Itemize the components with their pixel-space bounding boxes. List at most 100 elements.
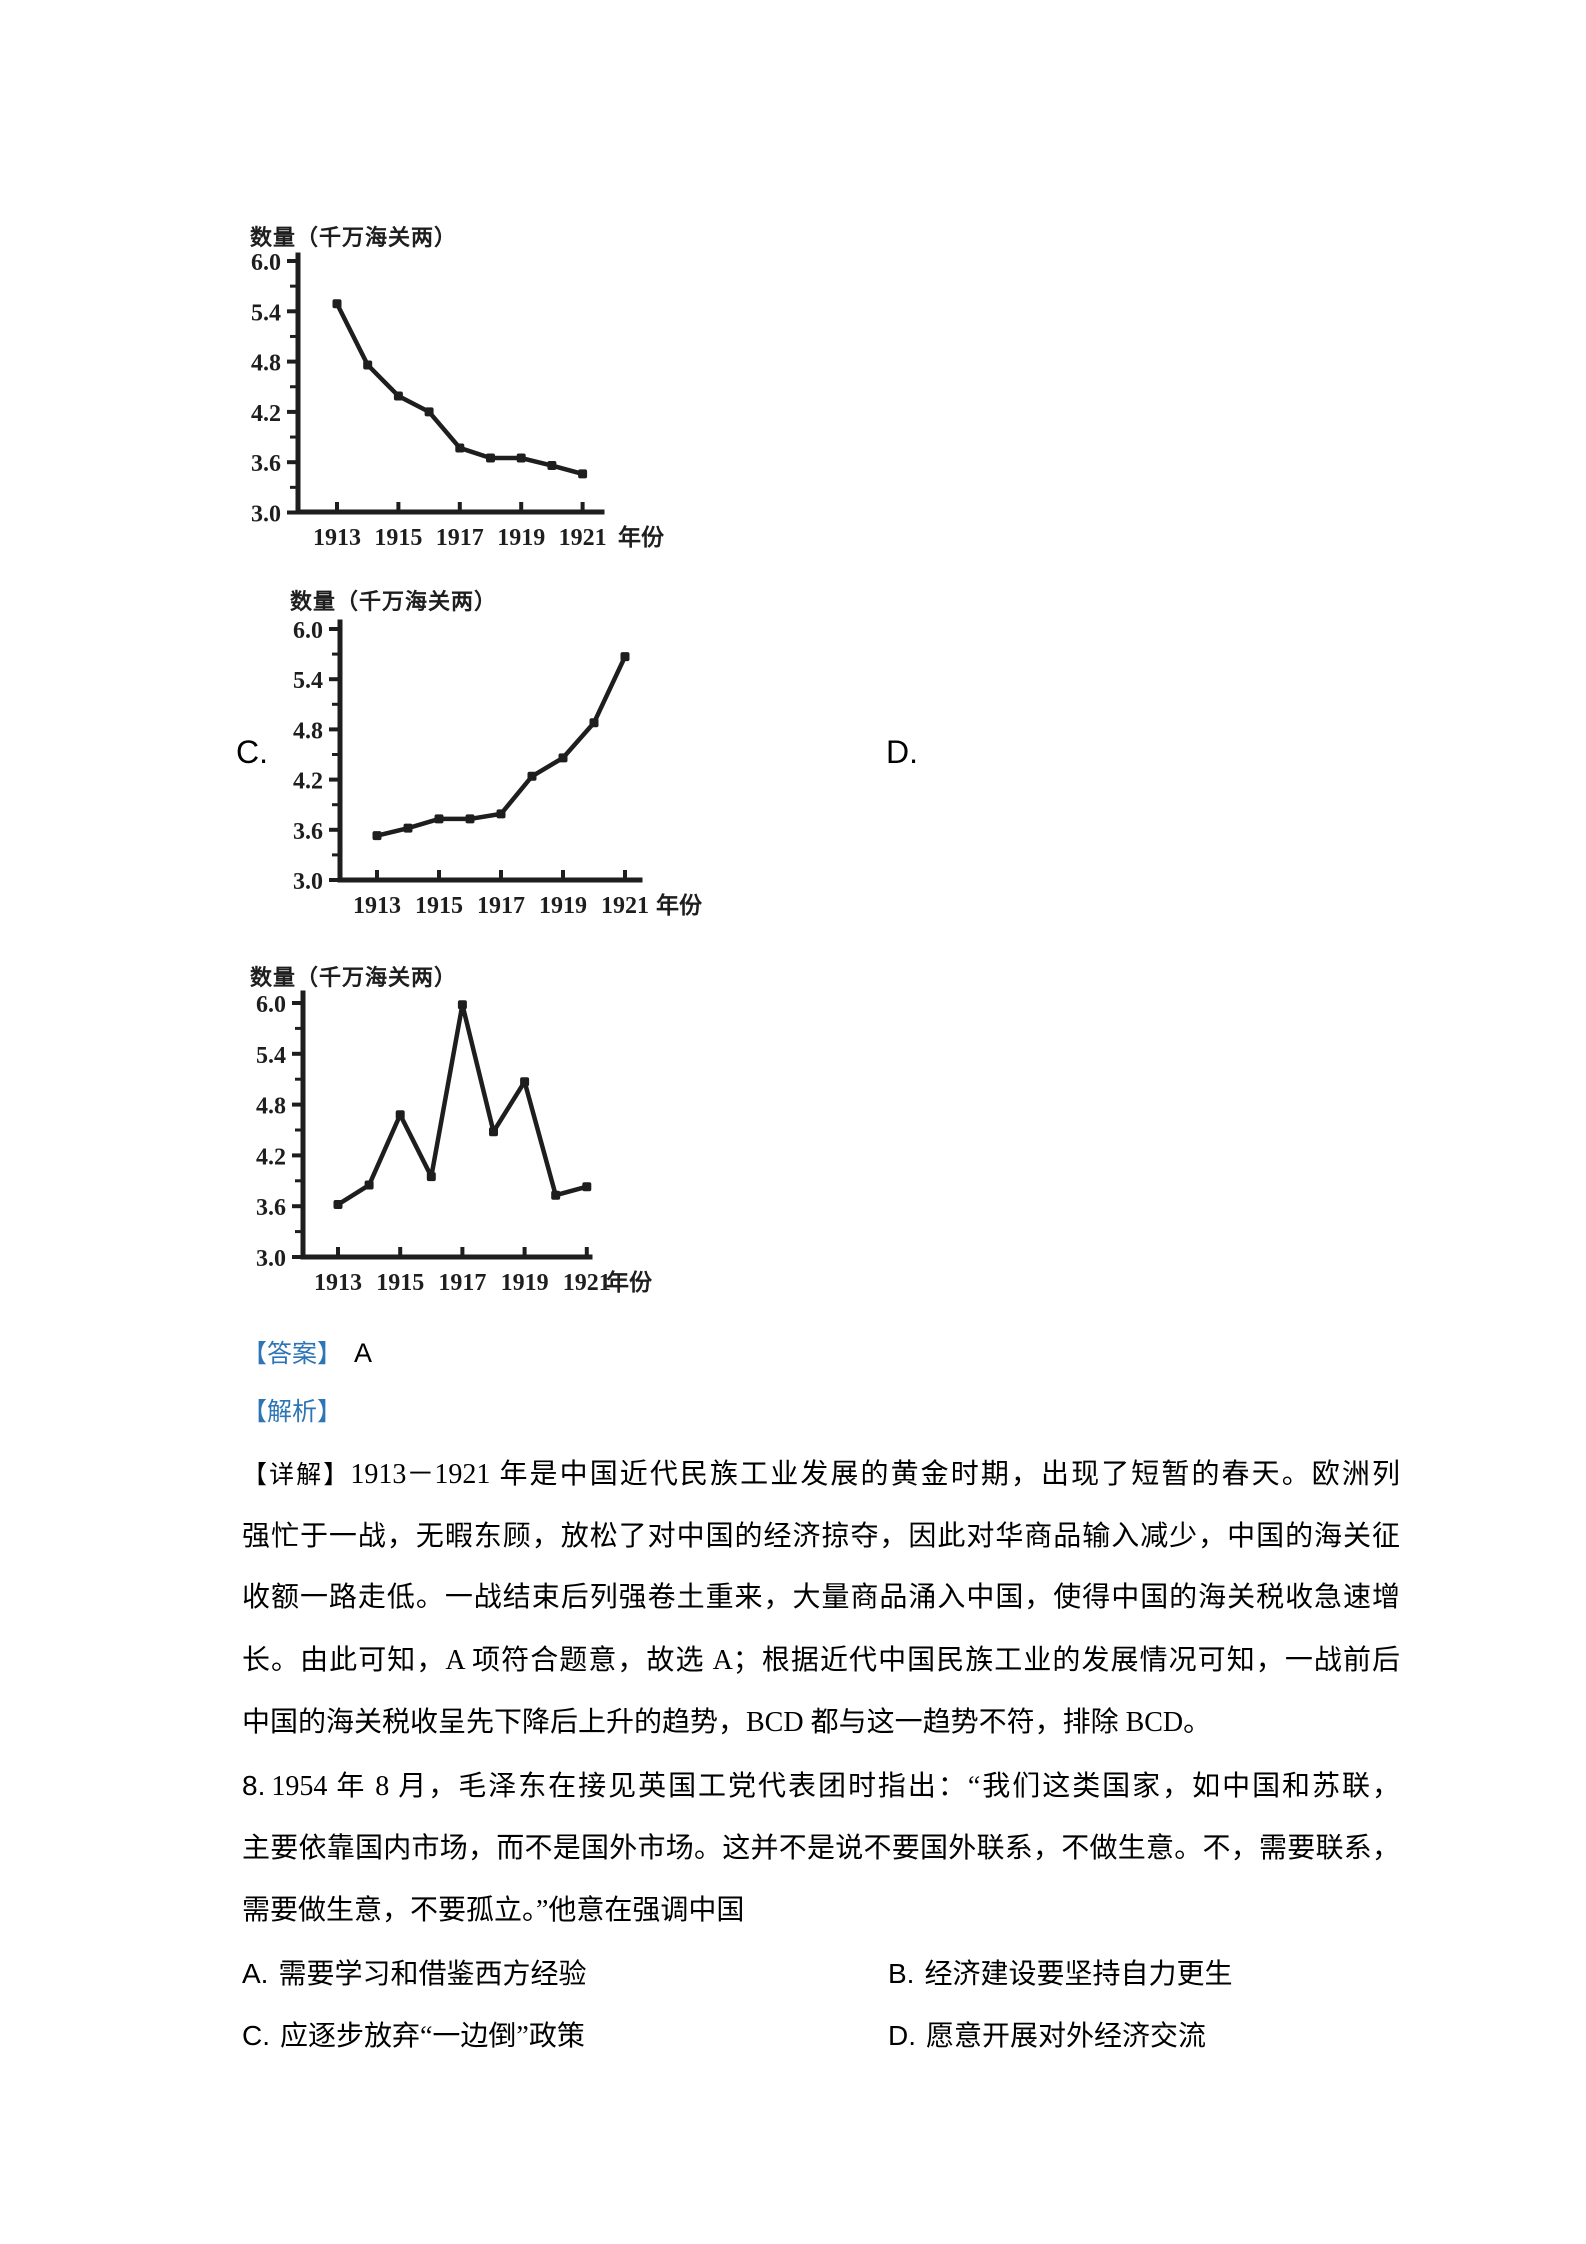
data-point [520, 1077, 530, 1087]
data-point [516, 453, 526, 463]
x-tick-label: 1915 [374, 525, 422, 551]
y-tick-label: 4.8 [251, 351, 281, 377]
data-line [374, 654, 628, 838]
question-8-line-1: 8. 1954 年 8 月，毛泽东在接见英国工党代表团时指出：“我们这类国家，如中… [242, 1768, 1400, 1804]
y-tick-label: 4.8 [293, 718, 323, 744]
x-tick-label: 1915 [376, 1270, 424, 1296]
data-point [363, 360, 373, 370]
y-tick-label: 3.0 [251, 502, 281, 528]
chart-y-axis-title: 数量（千万海关两） [250, 965, 458, 990]
x-tick-label: 1919 [497, 525, 545, 551]
line-chart-bottom-fluctuating: 数量（千万海关两） 6.0 5.4 4.8 4.2 3.6 3.0 1913 1915 1917… [200, 955, 680, 1315]
line-chart-option-c-rising: 数量（千万海关两） 6.0 5.4 4.8 4.2 3.6 3.0 1913 1915 1917… [240, 580, 720, 940]
data-point [465, 814, 475, 824]
option-d: D. 愿意开展对外经济交流 [888, 2019, 1206, 2054]
option-letter-c: C. [236, 734, 268, 770]
data-point [558, 753, 568, 763]
detail-text: 1913－1921 年是中国近代民族工业发展的黄金时期，出现了短暂的春天。欧洲列 [350, 1459, 1400, 1490]
x-tick-label: 1915 [415, 893, 463, 919]
question-8-line-2: 主要依靠国内市场，而不是国外市场。这并不是说不要国外联系，不做生意。不，需要联系… [242, 1833, 1400, 1864]
analysis-label: 【解析】 [242, 1399, 343, 1426]
chart-y-axis-title: 数量（千万海关两） [290, 589, 498, 614]
data-point [527, 771, 537, 781]
data-point [434, 814, 444, 824]
data-point [489, 1127, 498, 1137]
data-point [426, 1172, 436, 1182]
x-tick-label: 1921 [563, 1270, 611, 1296]
option-d-text: 愿意开展对外经济交流 [926, 2021, 1207, 2052]
y-tick-label: 3.0 [293, 869, 323, 895]
y-tick-label: 6.0 [251, 250, 281, 276]
detail-label: 【详解】 [242, 1462, 351, 1489]
data-point [424, 407, 434, 417]
y-tick-label: 6.0 [256, 992, 286, 1018]
answer-label: 【答案】 [242, 1341, 343, 1368]
data-point [455, 443, 465, 453]
x-tick-label: 1917 [436, 525, 484, 551]
data-point [582, 1182, 592, 1192]
data-point [496, 809, 506, 819]
y-tick-label: 3.6 [256, 1195, 286, 1221]
analysis-line: 【解析】 [242, 1394, 1400, 1429]
y-tick-label: 3.0 [256, 1246, 286, 1272]
x-tick-label: 1917 [438, 1270, 486, 1296]
x-tick-label: 1919 [539, 893, 587, 919]
detail-line-5: 中国的海关税收呈先下降后上升的趋势，BCD 都与这一趋势不符，排除 BCD。 [242, 1707, 1212, 1738]
axes [300, 990, 593, 1260]
chart-y-axis-title: 数量（千万海关两） [250, 225, 458, 250]
option-a-letter: A. [242, 1958, 269, 1989]
y-tick-label: 5.4 [293, 668, 323, 694]
x-tick-label: 1913 [314, 1270, 362, 1296]
y-tick-label: 4.2 [251, 401, 281, 427]
question-8-line-3: 需要做生意，不要孤立。”他意在强调中国 [242, 1895, 745, 1926]
data-line [335, 1002, 590, 1207]
option-b-text: 经济建设要坚持自力更生 [924, 1959, 1233, 1990]
data-point [395, 1110, 405, 1120]
option-b: B. 经济建设要坚持自力更生 [888, 1957, 1232, 1992]
option-letter-d: D. [886, 734, 918, 770]
data-point [333, 1200, 343, 1210]
answer-value: A [354, 1338, 373, 1368]
x-axis-unit-label: 年份 [606, 1269, 653, 1295]
data-point [393, 391, 403, 401]
y-tick-label: 3.6 [293, 819, 323, 845]
option-c-letter: C. [242, 2020, 270, 2051]
x-tick-label: 1913 [353, 893, 401, 919]
data-point [547, 461, 557, 471]
y-tick-label: 5.4 [256, 1043, 286, 1069]
detail-line-4: 长。由此可知，A 项符合题意，故选 A；根据近代中国民族工业的发展情况可知，一战… [242, 1645, 1400, 1676]
axes [295, 252, 605, 515]
data-point [457, 1000, 467, 1010]
detail-line-3: 收额一路走低。一战结束后列强卷土重来，大量商品涌入中国，使得中国的海关税收急速增 [242, 1582, 1400, 1613]
x-tick-label: 1921 [559, 525, 607, 551]
x-tick-label: 1921 [601, 893, 649, 919]
data-point [620, 652, 630, 662]
x-axis-unit-label: 年份 [656, 892, 703, 918]
option-d-letter: D. [888, 2020, 916, 2051]
data-point [578, 469, 588, 479]
option-b-letter: B. [888, 1958, 915, 1989]
x-tick-label: 1913 [313, 525, 361, 551]
chart-canvas: 6.0 5.4 4.8 4.2 3.6 3.0 1913 1915 1917 1919 1921 年份 [293, 618, 703, 919]
y-tick-label: 4.2 [293, 769, 323, 795]
axes [337, 619, 643, 883]
answer-line: 【答案】 A [242, 1336, 1400, 1371]
y-tick-label: 6.0 [293, 618, 323, 644]
data-point [551, 1190, 561, 1200]
x-axis-unit-label: 年份 [618, 524, 665, 550]
data-point [364, 1180, 374, 1190]
question-text: 1954 年 8 月，毛泽东在接见英国工党代表团时指出：“我们这类国家，如中国和… [271, 1771, 1400, 1802]
data-point [589, 718, 599, 728]
line-chart-top-declining: 数量（千万海关两） 6.0 5.4 4.8 4.2 3.6 3.0 1913 1915 1917… [200, 215, 680, 575]
option-a-text: 需要学习和借鉴西方经验 [278, 1959, 587, 1990]
option-c: C. 应逐步放弃“一边倒”政策 [242, 2019, 585, 2054]
data-point [403, 823, 413, 833]
detail-line-1: 【详解】1913－1921 年是中国近代民族工业发展的黄金时期，出现了短暂的春天… [242, 1457, 1400, 1492]
y-tick-label: 4.8 [256, 1094, 286, 1120]
x-tick-label: 1917 [477, 893, 525, 919]
data-point [332, 299, 342, 309]
option-a: A. 需要学习和借鉴西方经验 [242, 1957, 586, 1992]
